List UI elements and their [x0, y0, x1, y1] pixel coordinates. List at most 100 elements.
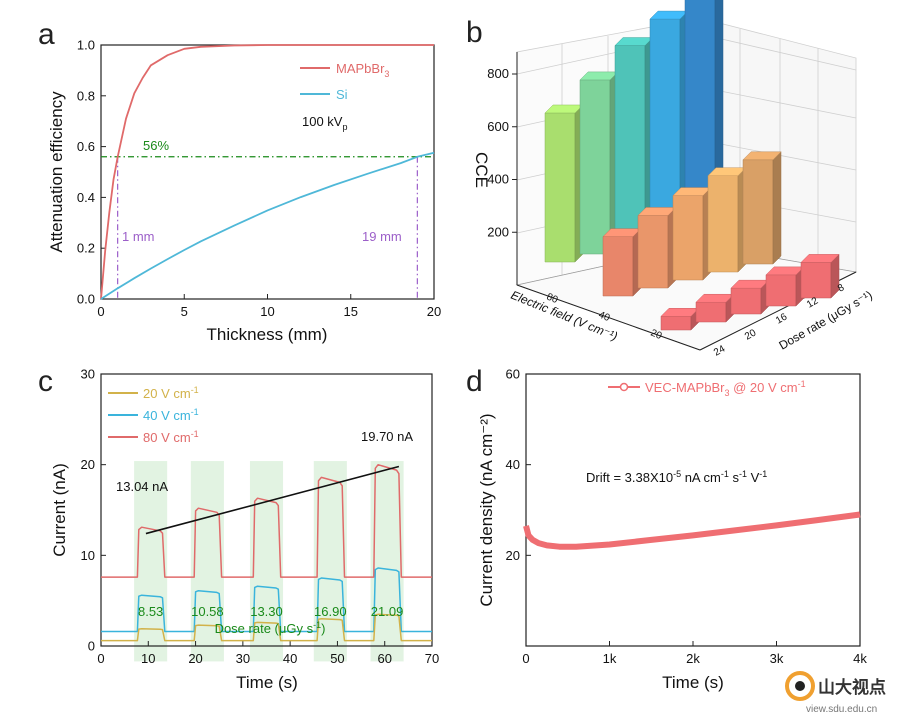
panel-d-y-ticks: 20 40 60 [506, 367, 531, 563]
bar-40-2 [672, 186, 712, 281]
bar-20-0 [660, 307, 700, 331]
panel-c-x-tick-label: 20 [188, 651, 202, 666]
bar-40-4 [742, 151, 782, 265]
panel-c-pulse-bands [134, 461, 404, 662]
panel-a-y-tick-label: 0.6 [77, 139, 95, 154]
panel-c-y-tick-label: 20 [81, 457, 95, 472]
panel-c: c 0 10 20 30 40 50 60 70 0 10 20 30 8.53 10.58 13.30… [38, 365, 439, 692]
panel-d-lines [523, 511, 861, 550]
panel-b-x-tick-label: 80 [545, 292, 560, 307]
panel-b-z-tick-label: 200 [487, 224, 509, 239]
panel-b-y-tick-label: 20 [743, 327, 759, 342]
bar-front [637, 215, 669, 289]
panel-b-y-tick-label: 16 [774, 311, 790, 326]
panel-d-x-tick-label: 1k [603, 651, 617, 666]
bar-top [742, 151, 782, 161]
watermark-logo-icon [785, 671, 815, 701]
panel-b-z-tick-label: 400 [487, 172, 509, 187]
panel-c-x-tick-label: 0 [97, 651, 104, 666]
watermark-logo-center [795, 681, 805, 691]
line-mapbbr3 [100, 44, 434, 300]
pulse-band [190, 461, 224, 662]
bar-20-4 [800, 253, 840, 299]
panel-a-guides [101, 156, 434, 299]
bar-20-3 [765, 266, 805, 307]
bar-front [765, 274, 797, 307]
current-end-annotation: 19.70 nA [361, 429, 413, 444]
panel-d-plot-frame [525, 373, 861, 647]
panel-d-y-label: Current density (nA cm⁻²) [477, 413, 496, 606]
bar-front [730, 287, 762, 315]
bar-front [672, 195, 704, 281]
panel-d-x-label: Time (s) [662, 673, 724, 692]
bar-40-0 [602, 228, 642, 297]
panel-a-y-tick-label: 0.2 [77, 241, 95, 256]
legend-mapbbr3-label: MAPbBr3 [336, 61, 389, 79]
panel-c-y-tick-label: 0 [88, 639, 95, 654]
panel-c-lines [101, 463, 432, 642]
panel-d-legend-marker [619, 382, 629, 392]
panel-d: d 0 1k 2k 3k 4k 20 40 60 Time (s) Current dens… [466, 365, 867, 692]
bar-top [800, 254, 840, 263]
legend-label: 20 V cm-1 [143, 385, 199, 401]
vline-19mm-label: 19 mm [362, 229, 402, 244]
dose-rate-value: 10.58 [191, 604, 224, 619]
line-si [100, 151, 435, 300]
panel-d-x-tick-label: 3k [770, 651, 784, 666]
panel-b-x-tick-label: 40 [597, 310, 612, 325]
hline-56-label: 56% [143, 138, 169, 153]
panel-a-y-label: Attenuation efficiency [47, 91, 66, 253]
panel-a-y-tick-label: 1.0 [77, 38, 95, 53]
panel-b-y-tick-label: 12 [805, 295, 821, 310]
bar-front [742, 159, 774, 265]
panel-c-y-label: Current (nA) [50, 463, 69, 557]
panel-c-x-ticks: 0 10 20 30 40 50 60 70 [97, 641, 439, 666]
panel-letter-b: b [466, 16, 483, 49]
panel-c-legend: 20 V cm-1 40 V cm-1 80 V cm-1 [108, 385, 199, 445]
panel-c-x-label: Time (s) [236, 673, 298, 692]
current-trace-40 [101, 567, 432, 633]
vline-1mm-label: 1 mm [122, 229, 155, 244]
panel-d-y-tick-label: 60 [506, 367, 520, 382]
panel-c-y-tick-label: 30 [81, 367, 95, 382]
panel-b-bars [544, 0, 840, 331]
panel-b-z-tick-label: 600 [487, 119, 509, 134]
bar-20-1 [695, 293, 735, 323]
drift-annotation: Drift = 3.38X10-5 nA cm-1 s-1 V-1 [586, 469, 767, 485]
dose-rate-value: 13.30 [250, 604, 283, 619]
legend-si-label: Si [336, 87, 348, 102]
panel-b-x-tick-label: 20 [649, 328, 664, 343]
panel-b-x-axis [516, 284, 701, 351]
kvp-annotation: 100 kVp [302, 114, 348, 132]
panel-c-dose-labels: 8.53 10.58 13.30 16.90 21.09 [138, 604, 403, 619]
panel-d-x-ticks: 0 1k 2k 3k 4k [522, 641, 867, 666]
panel-a-y-tick-label: 0.8 [77, 88, 95, 103]
panel-d-x-tick-label: 2k [686, 651, 700, 666]
watermark-name: 山大视点 [818, 677, 886, 697]
bar-front [544, 112, 576, 263]
watermark: 山大视点 view.sdu.edu.cn [785, 671, 886, 715]
panel-a-x-tick-label: 0 [97, 304, 104, 319]
bar-20-2 [730, 279, 770, 315]
trend-line [145, 465, 400, 535]
dose-rate-value: 16.90 [314, 604, 347, 619]
panel-a-y-ticks: 0.0 0.2 0.4 0.6 0.8 1.0 [77, 38, 106, 307]
dose-rate-value: 8.53 [138, 604, 163, 619]
panel-c-x-tick-label: 70 [425, 651, 439, 666]
pulse-band [249, 461, 284, 662]
panel-letter-d: d [466, 365, 483, 398]
panel-c-y-tick-label: 10 [81, 548, 95, 563]
panel-b-x-ticks: 80 40 20 [545, 292, 664, 343]
current-trace-20 [101, 613, 432, 642]
panel-a-lines [100, 44, 435, 300]
panel-c-x-tick-label: 50 [330, 651, 344, 666]
legend-label: 80 V cm-1 [143, 429, 199, 445]
panel-a: a 0 5 10 15 20 0.0 0.2 0.4 0.6 0.8 1.0 Thickness … [38, 18, 441, 344]
bar-front [579, 79, 611, 255]
panel-d-y-tick-label: 20 [506, 548, 520, 563]
panel-c-plot-frame [100, 373, 433, 647]
panel-a-y-tick-label: 0.4 [77, 190, 95, 205]
panel-c-x-tick-label: 60 [377, 651, 391, 666]
